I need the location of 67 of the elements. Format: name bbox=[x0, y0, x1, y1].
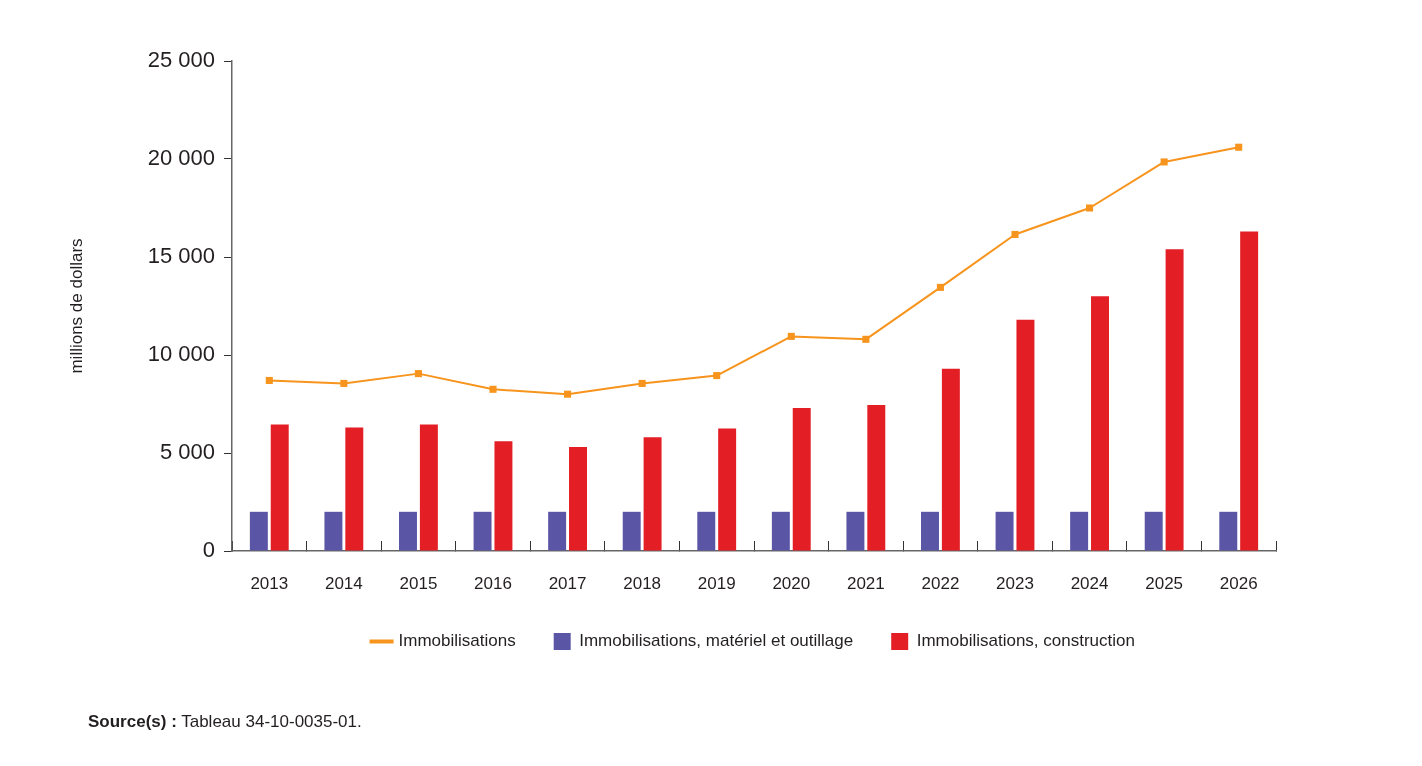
y-tick-label: 5 000 bbox=[159, 439, 215, 465]
point bbox=[787, 332, 795, 340]
point bbox=[1235, 143, 1243, 151]
bar bbox=[1240, 231, 1259, 551]
bar bbox=[1165, 249, 1184, 551]
bar bbox=[1144, 511, 1163, 551]
bar bbox=[1219, 511, 1238, 551]
x-tick-label: 2017 bbox=[548, 573, 587, 593]
bar bbox=[473, 511, 492, 551]
bar bbox=[792, 407, 811, 551]
bar bbox=[867, 404, 886, 551]
point bbox=[862, 335, 870, 343]
legend-label: Immobilisations, construction bbox=[916, 631, 1135, 651]
bar bbox=[569, 447, 587, 551]
bar bbox=[249, 511, 268, 551]
bar bbox=[1070, 511, 1089, 551]
x-tick-label: 2018 bbox=[623, 573, 662, 593]
x-tick-label: 2023 bbox=[996, 573, 1034, 593]
bar bbox=[324, 511, 343, 551]
x-tick-label: 2026 bbox=[1219, 573, 1258, 593]
x-tick-label: 2019 bbox=[697, 573, 736, 593]
bar bbox=[270, 424, 289, 551]
bar bbox=[921, 511, 939, 551]
point bbox=[489, 385, 497, 393]
point bbox=[1011, 230, 1019, 238]
y-axis-title: millions de dollars bbox=[66, 238, 86, 374]
bar bbox=[345, 427, 364, 551]
legend-label: Immobilisations, matériel et outillage bbox=[579, 631, 854, 651]
x-tick-label: 2015 bbox=[399, 573, 438, 593]
point bbox=[564, 390, 572, 398]
point bbox=[265, 376, 273, 385]
y-tick-label: 10 000 bbox=[147, 341, 215, 367]
x-tick-label: 2021 bbox=[846, 573, 885, 593]
y-tick-label: 0 bbox=[202, 537, 215, 563]
point bbox=[936, 283, 944, 291]
bar bbox=[771, 511, 790, 551]
y-tick-label: 20 000 bbox=[147, 145, 215, 171]
bar bbox=[494, 441, 513, 551]
bar bbox=[643, 437, 662, 551]
point bbox=[1160, 158, 1168, 166]
bar bbox=[941, 368, 960, 551]
bar bbox=[622, 511, 641, 551]
y-tick-label: 15 000 bbox=[147, 243, 215, 269]
source-note: Source(s) : Tableau 34-10-0035-01. bbox=[88, 712, 362, 731]
bar bbox=[718, 428, 737, 551]
legend-label: Immobilisations bbox=[398, 631, 516, 651]
x-tick-label: 2013 bbox=[250, 573, 289, 593]
bar bbox=[548, 511, 567, 551]
bar bbox=[697, 511, 716, 551]
x-tick-label: 2022 bbox=[921, 573, 960, 593]
point bbox=[638, 379, 646, 387]
point bbox=[1086, 204, 1094, 212]
point bbox=[713, 372, 721, 380]
point bbox=[340, 379, 348, 387]
x-tick-label: 2025 bbox=[1145, 573, 1184, 593]
bar bbox=[1091, 296, 1109, 551]
y-tick-label: 25 000 bbox=[147, 47, 215, 73]
point bbox=[414, 370, 422, 378]
bar bbox=[1016, 319, 1035, 551]
x-tick-label: 2016 bbox=[474, 573, 512, 593]
x-tick-label: 2020 bbox=[772, 573, 811, 593]
x-tick-label: 2024 bbox=[1070, 573, 1109, 593]
x-tick-label: 2014 bbox=[324, 573, 363, 593]
bar bbox=[846, 511, 865, 551]
bar bbox=[419, 424, 438, 551]
bar bbox=[995, 511, 1014, 551]
bar bbox=[399, 511, 417, 551]
